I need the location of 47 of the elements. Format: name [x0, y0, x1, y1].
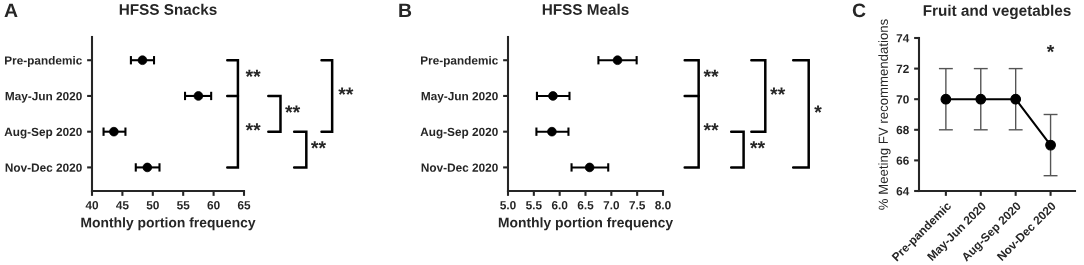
x-tick-label: 65 — [237, 201, 251, 210]
x-tick-label: 7.0 — [603, 201, 620, 210]
text: C — [852, 3, 866, 18]
text: ** — [285, 105, 301, 113]
x-tick-label: 55 — [177, 201, 190, 210]
y-tick-label: 68 — [896, 125, 909, 135]
y-tick-label: Pre-pandemic — [5, 55, 82, 67]
text: ** — [245, 123, 261, 131]
x-tick-label: 45 — [116, 201, 129, 210]
y-tick-label: May-Jun 2020 — [5, 91, 82, 103]
y-tick-label: May-Jun 2020 — [421, 91, 498, 103]
y-tick-label: 66 — [896, 156, 909, 165]
y-tick-label: Pre-pandemic — [421, 55, 498, 67]
text: ** — [310, 141, 327, 149]
y-axis-title: % Meeting FV recommendations — [878, 19, 891, 210]
y-tick-label: Nov-Dec 2020 — [421, 163, 498, 172]
annotation: * — [1046, 44, 1055, 53]
x-tick-label: 50 — [146, 201, 159, 210]
text: ** — [703, 69, 719, 77]
text: A — [4, 3, 18, 18]
text: B — [399, 3, 412, 18]
y-tick-label: Nov-Dec 2020 — [5, 163, 82, 172]
x-tick-label: 5.0 — [500, 201, 516, 210]
text: ** — [750, 141, 766, 149]
y-tick-label: Aug-Sep 2020 — [4, 127, 82, 139]
chart-title: Fruit and vegetables — [923, 4, 1071, 20]
x-tick-label: 60 — [207, 201, 220, 210]
y-tick-label: 64 — [896, 187, 910, 196]
text: ** — [338, 87, 354, 95]
chart-title: HFSS Snacks — [119, 3, 217, 15]
x-tick-label: 7.5 — [629, 201, 646, 210]
y-tick-label: 70 — [896, 95, 909, 104]
x-tick-label: 8.0 — [655, 201, 671, 210]
chart-title: HFSS Meals — [542, 3, 629, 15]
x-tick-label: 40 — [85, 201, 99, 210]
x-tick-label: 5.5 — [525, 201, 542, 210]
x-axis-title: Monthly portion frequency — [498, 217, 674, 231]
x-axis-title: Monthly portion frequency — [81, 217, 256, 231]
text: ** — [703, 123, 719, 131]
y-tick-label: Aug-Sep 2020 — [420, 127, 498, 139]
x-tick-label: 6.0 — [551, 201, 568, 210]
x-tick-label: 6.5 — [577, 201, 594, 210]
text: * — [814, 105, 822, 113]
y-tick-label: 72 — [896, 64, 909, 73]
text: ** — [770, 87, 786, 95]
text: ** — [245, 69, 261, 77]
y-tick-label: 74 — [896, 34, 910, 43]
